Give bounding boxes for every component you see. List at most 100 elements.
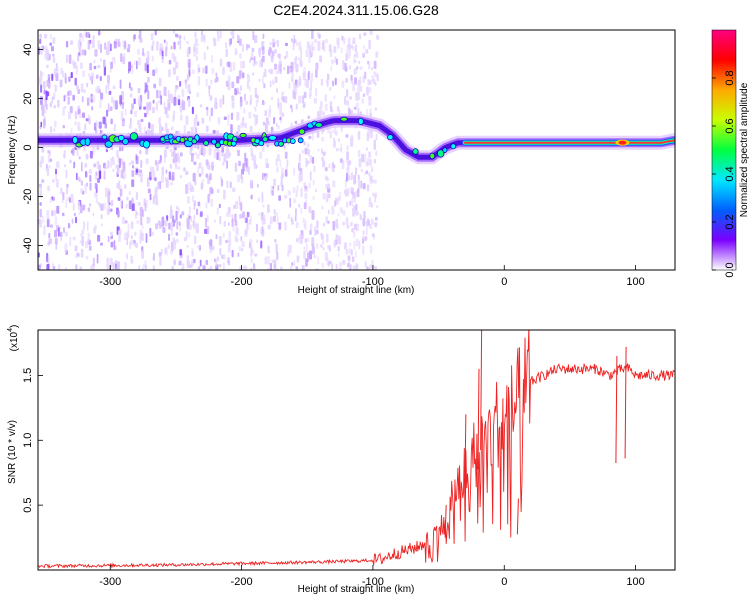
noise-blob <box>362 230 365 236</box>
noise-blob <box>340 143 343 153</box>
noise-blob <box>270 68 273 75</box>
noise-blob <box>40 121 43 128</box>
noise-blob <box>375 133 378 141</box>
noise-blob <box>185 170 188 176</box>
noise-blob <box>168 69 171 78</box>
noise-blob <box>112 85 116 90</box>
noise-blob <box>271 259 274 264</box>
noise-blob <box>351 256 355 263</box>
noise-blob <box>292 187 296 193</box>
noise-blob <box>134 110 137 118</box>
noise-blob <box>366 108 368 116</box>
noise-blob <box>277 185 280 191</box>
noise-blob <box>254 35 258 44</box>
noise-blob <box>203 52 206 61</box>
noise-blob <box>85 118 89 122</box>
noise-blob <box>321 205 324 210</box>
x-tick-label: -200 <box>231 576 253 588</box>
noise-blob <box>317 148 320 152</box>
noise-blob <box>269 216 273 225</box>
noise-blob <box>65 199 68 209</box>
noise-blob <box>186 48 190 58</box>
noise-field <box>38 30 380 270</box>
noise-blob <box>154 177 157 182</box>
noise-blob <box>179 249 182 256</box>
noise-blob <box>107 195 111 204</box>
noise-blob <box>91 95 94 100</box>
noise-blob <box>239 38 242 46</box>
noise-blob <box>285 50 289 58</box>
noise-blob <box>138 98 141 107</box>
noise-blob <box>294 120 298 125</box>
noise-blob <box>186 74 189 81</box>
noise-blob <box>146 216 150 224</box>
noise-blob <box>353 240 356 250</box>
secondary-ridge-blob <box>230 140 237 147</box>
noise-blob <box>89 203 92 207</box>
noise-blob <box>357 174 360 181</box>
noise-blob <box>230 112 234 120</box>
noise-blob <box>77 176 80 181</box>
noise-blob <box>172 158 176 164</box>
noise-blob <box>219 247 222 256</box>
secondary-ridge-blob <box>297 137 304 144</box>
noise-blob <box>245 265 248 270</box>
noise-blob <box>120 110 124 120</box>
noise-blob <box>284 42 288 47</box>
noise-blob <box>237 252 240 258</box>
noise-blob <box>42 81 46 89</box>
noise-blob <box>240 173 243 180</box>
noise-blob <box>142 264 145 269</box>
noise-blob <box>63 95 66 102</box>
noise-blob <box>52 179 55 183</box>
noise-blob <box>359 66 363 71</box>
noise-blob <box>289 266 293 270</box>
noise-blob <box>356 66 359 70</box>
noise-blob <box>291 107 293 113</box>
noise-blob <box>95 175 98 180</box>
noise-blob <box>129 203 132 208</box>
noise-blob <box>91 105 94 111</box>
noise-blob <box>153 83 157 89</box>
noise-blob <box>229 181 232 189</box>
noise-blob <box>110 118 113 125</box>
noise-blob <box>140 159 143 169</box>
noise-blob <box>80 62 83 70</box>
noise-blob <box>159 48 163 56</box>
noise-blob <box>336 147 339 152</box>
noise-blob <box>245 157 248 168</box>
noise-blob <box>38 47 41 55</box>
noise-blob <box>367 79 370 86</box>
noise-blob <box>139 150 142 155</box>
noise-blob <box>140 216 143 226</box>
noise-blob <box>309 229 312 235</box>
noise-blob <box>83 89 86 94</box>
noise-blob <box>369 176 372 182</box>
noise-blob <box>306 160 310 165</box>
noise-blob <box>237 149 240 157</box>
noise-blob <box>179 40 182 50</box>
noise-blob <box>366 132 369 142</box>
noise-blob <box>321 240 325 245</box>
noise-blob <box>110 146 114 150</box>
noise-blob <box>81 96 84 103</box>
noise-blob <box>55 66 59 75</box>
noise-blob <box>47 256 50 264</box>
noise-blob <box>54 215 58 226</box>
noise-blob <box>192 186 195 192</box>
noise-blob <box>53 68 56 77</box>
ridge-blob <box>442 147 448 153</box>
noise-blob <box>46 167 50 177</box>
noise-blob <box>141 48 145 55</box>
noise-blob <box>112 168 115 172</box>
noise-blob <box>241 44 245 53</box>
noise-blob <box>117 261 120 270</box>
noise-blob <box>279 102 283 108</box>
noise-blob <box>339 158 343 163</box>
noise-blob <box>61 199 64 204</box>
noise-blob <box>308 250 313 260</box>
noise-blob <box>227 118 230 127</box>
noise-blob <box>228 38 231 47</box>
noise-blob <box>192 221 196 230</box>
